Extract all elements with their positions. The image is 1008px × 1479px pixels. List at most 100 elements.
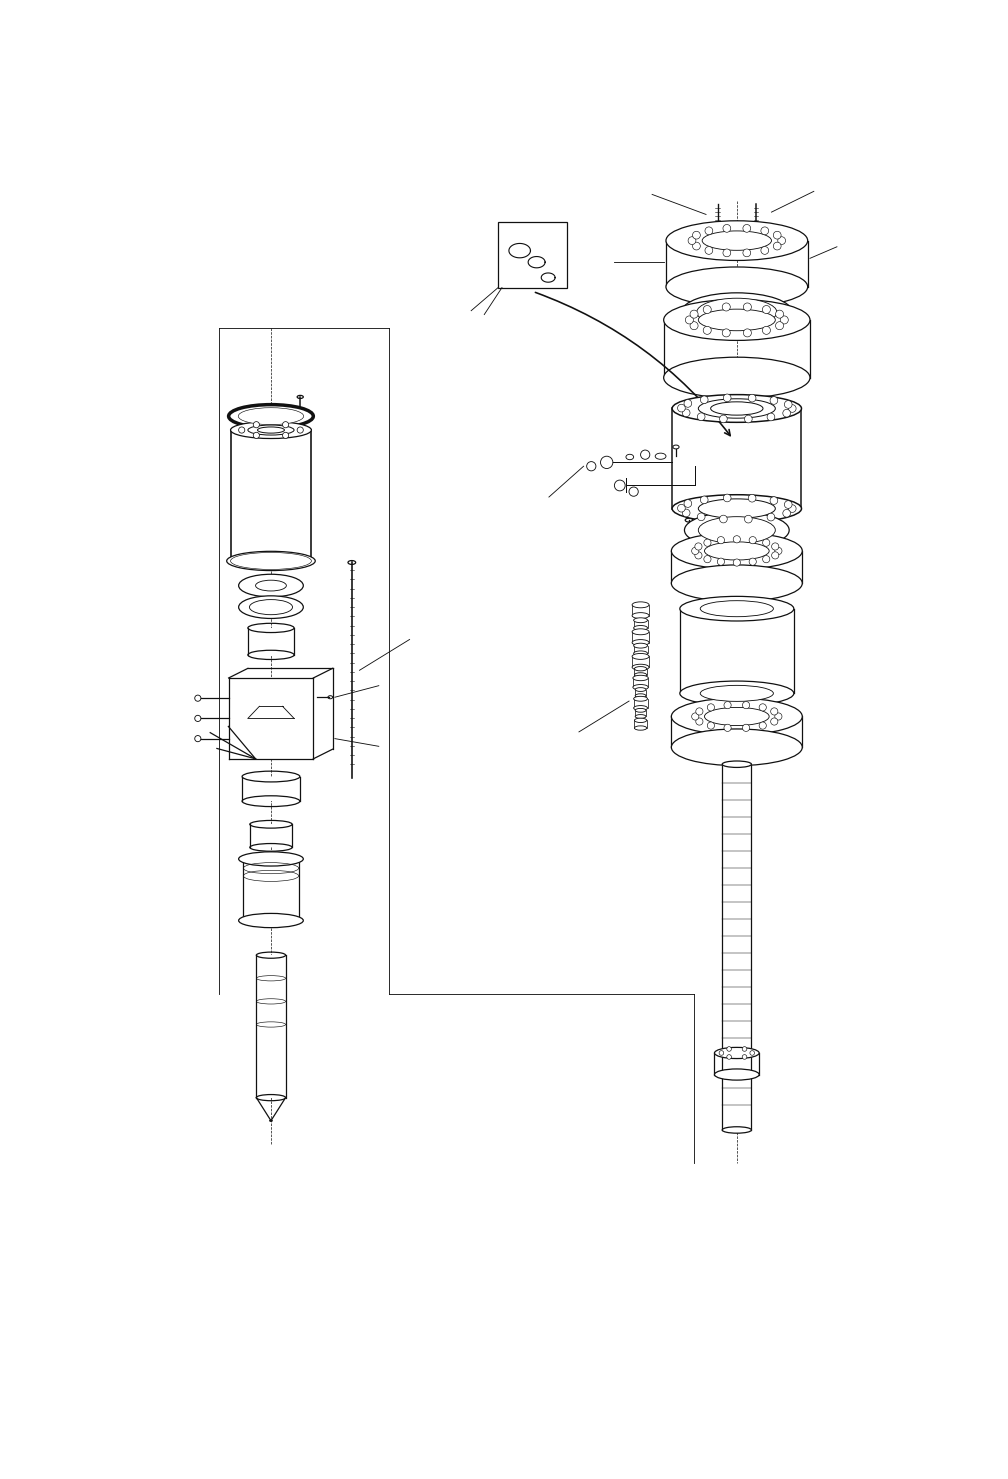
Circle shape xyxy=(698,513,705,521)
Circle shape xyxy=(253,422,259,427)
Circle shape xyxy=(749,537,756,544)
Ellipse shape xyxy=(632,639,649,645)
Circle shape xyxy=(783,509,790,518)
Ellipse shape xyxy=(711,402,763,416)
Ellipse shape xyxy=(701,600,773,617)
Circle shape xyxy=(701,396,708,404)
Circle shape xyxy=(690,311,699,318)
Ellipse shape xyxy=(229,405,313,427)
Ellipse shape xyxy=(635,708,646,713)
Ellipse shape xyxy=(672,395,801,423)
Ellipse shape xyxy=(634,667,647,671)
Ellipse shape xyxy=(256,580,286,592)
Ellipse shape xyxy=(699,498,775,518)
Ellipse shape xyxy=(705,541,769,561)
Ellipse shape xyxy=(722,762,751,768)
Polygon shape xyxy=(231,430,311,561)
Circle shape xyxy=(282,432,288,438)
Circle shape xyxy=(723,225,731,232)
Circle shape xyxy=(748,494,756,501)
Polygon shape xyxy=(243,859,298,920)
Circle shape xyxy=(698,413,705,420)
Circle shape xyxy=(727,1047,732,1052)
Circle shape xyxy=(784,501,792,509)
Ellipse shape xyxy=(685,518,692,522)
Circle shape xyxy=(750,1050,755,1056)
Circle shape xyxy=(763,540,770,546)
Ellipse shape xyxy=(632,664,649,670)
Circle shape xyxy=(629,487,638,497)
Ellipse shape xyxy=(752,237,760,241)
Circle shape xyxy=(682,410,690,417)
Ellipse shape xyxy=(635,688,646,691)
Ellipse shape xyxy=(671,729,802,766)
Circle shape xyxy=(685,317,694,324)
Circle shape xyxy=(601,456,613,469)
Circle shape xyxy=(762,306,770,314)
Circle shape xyxy=(708,722,715,729)
Ellipse shape xyxy=(671,565,802,602)
Polygon shape xyxy=(256,955,285,1097)
Circle shape xyxy=(743,225,751,232)
Ellipse shape xyxy=(699,516,775,544)
Circle shape xyxy=(771,552,779,559)
Ellipse shape xyxy=(715,1069,759,1080)
Ellipse shape xyxy=(703,231,771,250)
Circle shape xyxy=(704,540,711,546)
Circle shape xyxy=(749,558,756,565)
Circle shape xyxy=(239,427,245,433)
Circle shape xyxy=(282,422,288,427)
Ellipse shape xyxy=(626,454,634,460)
Circle shape xyxy=(688,237,696,244)
Ellipse shape xyxy=(269,1120,273,1123)
Circle shape xyxy=(743,725,750,732)
Circle shape xyxy=(253,432,259,438)
Ellipse shape xyxy=(672,494,801,522)
Ellipse shape xyxy=(697,299,777,327)
Circle shape xyxy=(718,558,725,565)
Circle shape xyxy=(788,504,796,512)
Circle shape xyxy=(691,547,699,555)
Circle shape xyxy=(677,404,685,413)
Circle shape xyxy=(771,543,779,550)
Circle shape xyxy=(759,704,766,711)
Ellipse shape xyxy=(663,299,810,340)
Ellipse shape xyxy=(681,293,792,331)
Circle shape xyxy=(704,306,712,314)
Circle shape xyxy=(778,237,785,244)
Circle shape xyxy=(695,552,702,559)
Ellipse shape xyxy=(634,726,647,731)
Polygon shape xyxy=(672,408,801,509)
Ellipse shape xyxy=(671,698,802,735)
Circle shape xyxy=(748,395,756,402)
Circle shape xyxy=(705,247,713,254)
Ellipse shape xyxy=(633,685,648,689)
Circle shape xyxy=(718,537,725,544)
Circle shape xyxy=(775,547,782,555)
Circle shape xyxy=(780,317,788,324)
Circle shape xyxy=(762,327,770,334)
Ellipse shape xyxy=(640,450,650,460)
Ellipse shape xyxy=(705,707,769,726)
Circle shape xyxy=(724,494,731,501)
Polygon shape xyxy=(722,765,751,1130)
Ellipse shape xyxy=(632,602,649,608)
Ellipse shape xyxy=(239,914,303,927)
Circle shape xyxy=(720,515,727,524)
Circle shape xyxy=(690,321,699,330)
Ellipse shape xyxy=(348,561,356,565)
Circle shape xyxy=(733,535,741,543)
Circle shape xyxy=(770,396,778,404)
Ellipse shape xyxy=(633,676,648,680)
Circle shape xyxy=(723,303,730,311)
Circle shape xyxy=(684,399,691,407)
Ellipse shape xyxy=(634,626,647,630)
Ellipse shape xyxy=(248,424,294,435)
Circle shape xyxy=(783,410,790,417)
Circle shape xyxy=(788,405,796,413)
Circle shape xyxy=(727,1055,732,1059)
Circle shape xyxy=(724,393,731,402)
Ellipse shape xyxy=(684,512,789,549)
Ellipse shape xyxy=(655,453,666,460)
Ellipse shape xyxy=(239,852,303,867)
